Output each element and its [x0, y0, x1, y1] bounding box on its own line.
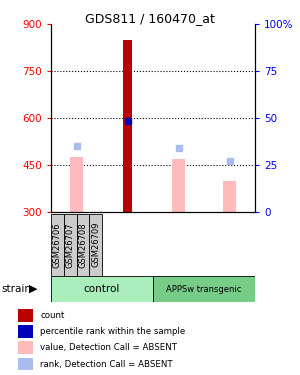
- Bar: [18, 358, 33, 370]
- Bar: [64, 214, 76, 276]
- Text: value, Detection Call = ABSENT: value, Detection Call = ABSENT: [40, 343, 177, 352]
- Bar: [18, 341, 33, 354]
- Text: rank, Detection Call = ABSENT: rank, Detection Call = ABSENT: [40, 360, 173, 369]
- Bar: [123, 40, 132, 212]
- Text: GSM26709: GSM26709: [91, 222, 100, 267]
- Bar: [89, 214, 102, 276]
- Text: GSM26707: GSM26707: [66, 222, 75, 267]
- Bar: [70, 157, 83, 212]
- Text: APPSw transgenic: APPSw transgenic: [166, 285, 242, 294]
- Text: count: count: [40, 311, 64, 320]
- Bar: [153, 276, 255, 302]
- Bar: [51, 214, 64, 276]
- Text: control: control: [84, 284, 120, 294]
- Bar: [51, 276, 153, 302]
- Text: GDS811 / 160470_at: GDS811 / 160470_at: [85, 12, 215, 25]
- Text: GSM26706: GSM26706: [53, 222, 62, 267]
- Text: GSM26708: GSM26708: [78, 222, 87, 267]
- Text: percentile rank within the sample: percentile rank within the sample: [40, 327, 185, 336]
- Text: ▶: ▶: [29, 284, 38, 294]
- Bar: [223, 181, 236, 212]
- Bar: [18, 309, 33, 322]
- Text: strain: strain: [2, 284, 31, 294]
- Bar: [76, 214, 89, 276]
- Bar: [18, 325, 33, 338]
- Bar: [172, 159, 185, 212]
